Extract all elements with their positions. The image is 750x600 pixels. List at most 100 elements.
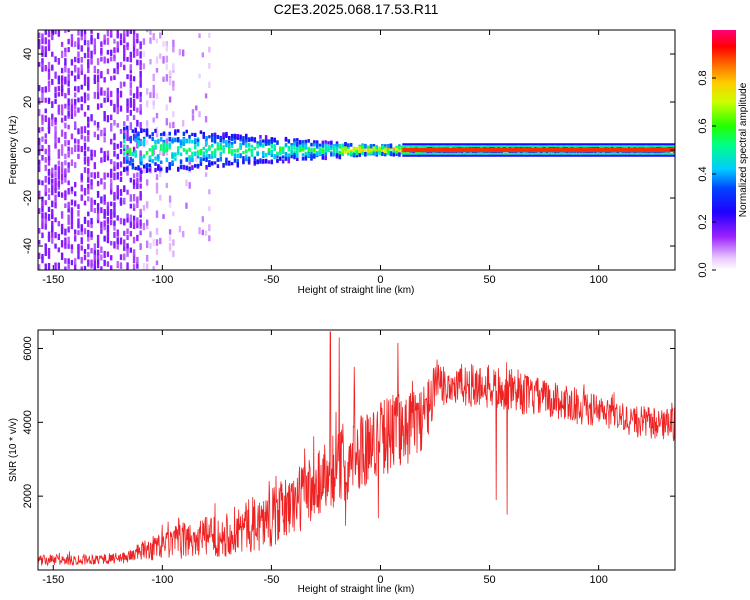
spectrogram-cell <box>245 139 248 143</box>
spectrogram-cell <box>106 68 110 75</box>
spectrogram-cell <box>119 176 123 182</box>
spectrogram-cell <box>119 128 123 134</box>
spectrogram-cell <box>109 76 113 81</box>
spectrogram-cell <box>93 259 97 267</box>
spectrogram-cell <box>358 148 361 153</box>
spectrogram-cell <box>64 115 67 121</box>
spectrogram-cell <box>96 91 100 100</box>
spectrogram-cell <box>338 154 342 160</box>
spectrogram-cell <box>103 172 106 180</box>
spectrogram-cell <box>129 64 133 71</box>
spectrogram-cell <box>47 177 51 185</box>
spectrogram-cell <box>93 199 97 205</box>
spectrogram-cell <box>165 148 169 156</box>
spectrogram-cell <box>181 120 185 127</box>
spectrogram-cell <box>245 133 248 139</box>
spectrogram-cell <box>315 152 319 156</box>
spectrogram-cell <box>225 142 228 148</box>
spectrogram-cell <box>90 183 93 190</box>
spectrogram-cell <box>131 158 135 163</box>
spectrogram-cell <box>125 166 129 171</box>
spectrogram-cell <box>70 59 74 66</box>
spectrogram-cell <box>134 134 137 139</box>
spectrogram-cell <box>57 233 61 241</box>
spectrogram-cell <box>136 177 139 185</box>
x-tick-label: 0 <box>377 574 383 586</box>
spectrogram-marks <box>38 30 675 270</box>
spectrogram-cell <box>199 156 203 161</box>
spectrogram-cell <box>398 147 401 153</box>
spectrogram-cell <box>253 160 257 165</box>
spectrogram-cell <box>100 47 103 55</box>
spectrogram-cell <box>165 41 169 46</box>
spectrogram-cell <box>73 258 77 265</box>
spectrogram-cell <box>330 146 333 151</box>
spectrogram-cell <box>176 137 180 142</box>
spectrogram-cell <box>176 166 180 172</box>
spectrogram-cell <box>287 155 291 161</box>
spectrogram-cell <box>301 143 305 148</box>
spectrogram-cell <box>106 37 110 45</box>
spectrogram-cell <box>213 148 217 154</box>
spectrogram-cell <box>109 255 113 261</box>
spectrogram-cell <box>57 57 61 65</box>
spectrogram-cell <box>193 145 197 150</box>
spectrogram-cell <box>44 115 47 122</box>
spectrogram-cell <box>145 240 149 248</box>
spectrogram-cell <box>119 171 123 176</box>
spectrogram-cell <box>168 136 171 142</box>
spectrogram-cell <box>132 183 136 189</box>
spectrogram-cell <box>136 38 139 44</box>
spectrogram-cell <box>216 142 220 147</box>
spectrogram-cell <box>131 162 135 166</box>
spectrogram-cell <box>151 150 154 156</box>
spectrogram-cell <box>38 44 41 50</box>
spectrogram-cell <box>364 151 367 157</box>
spectrogram-cell <box>64 93 67 99</box>
spectrogram-cell <box>106 30 110 37</box>
spectrogram-cell <box>293 145 296 150</box>
spectrogram-cell <box>199 161 203 166</box>
spectrogram-cell <box>145 179 149 186</box>
spectrogram-cell <box>70 207 74 215</box>
spectrogram-cell <box>155 260 159 266</box>
spectrogram-cell <box>126 234 129 241</box>
y-tick-label: 4000 <box>22 410 34 434</box>
spectrogram-cell <box>172 46 175 53</box>
spectrogram-cell <box>204 172 208 177</box>
y-tick-label: 20 <box>22 96 34 108</box>
spectrogram-cell <box>126 189 129 195</box>
spectrogram-cell <box>213 161 217 165</box>
spectrogram-cell <box>47 188 51 193</box>
snr-plot-area <box>38 330 675 570</box>
spectrogram-cell <box>372 152 376 156</box>
spectrogram-cell <box>54 232 57 239</box>
spectrogram-cell <box>139 76 142 82</box>
spectrogram-cell <box>113 172 116 181</box>
spectrogram-cell <box>54 243 57 249</box>
spectrogram-cell <box>199 158 203 163</box>
spectrogram-cell <box>383 144 387 148</box>
spectrogram-cell <box>90 179 93 185</box>
spectrogram-cell <box>57 78 61 85</box>
spectrogram-cell <box>136 33 139 39</box>
spectrogram-cell <box>44 52 47 58</box>
spectrogram-cell <box>310 142 313 147</box>
spectrogram-cell <box>318 147 322 151</box>
spectrogram-cell <box>54 56 57 63</box>
spectrogram-cell <box>80 237 83 245</box>
spectrogram-cell <box>296 138 299 142</box>
spectrogram-cell <box>47 149 51 157</box>
spectrogram-cell <box>174 137 177 143</box>
spectrogram-cell <box>216 164 220 169</box>
spectrogram-cell <box>182 131 186 136</box>
spectrogram-cell <box>225 131 228 137</box>
spectrogram-cell <box>168 145 171 150</box>
spectrogram-cell <box>51 220 54 227</box>
spectrogram-cell <box>154 145 157 150</box>
spectrogram-cell <box>106 150 110 156</box>
spectrogram-cell <box>174 152 177 157</box>
spectrogram-cell <box>369 144 373 149</box>
spectrogram-cell <box>281 155 285 159</box>
spectrogram-cell <box>67 241 70 249</box>
